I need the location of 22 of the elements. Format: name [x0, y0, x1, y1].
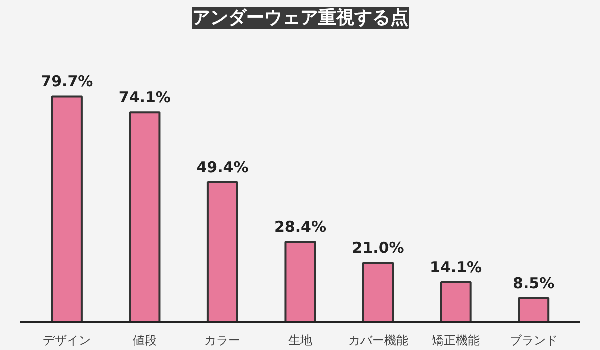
- x-tick-label: デザイン: [43, 334, 92, 348]
- bar: [129, 112, 161, 322]
- x-tick-label: ブランド: [510, 334, 558, 348]
- x-tick-label: 生地: [288, 334, 312, 348]
- data-label: 79.7%: [41, 72, 94, 91]
- bar: [518, 297, 550, 322]
- data-label: 8.5%: [513, 274, 555, 292]
- bar: [206, 182, 238, 322]
- bar: [440, 282, 472, 322]
- x-tick-label: 矯正機能: [432, 334, 480, 348]
- bar: [51, 96, 83, 322]
- x-tick-label: カラー: [204, 334, 241, 348]
- chart-title: アンダーウェア重視する点: [192, 8, 408, 28]
- data-label: 14.1%: [430, 258, 482, 277]
- data-label: 74.1%: [118, 88, 171, 107]
- data-label: 21.0%: [352, 239, 404, 258]
- x-tick-label: カバー機能: [348, 334, 408, 348]
- data-label: 28.4%: [274, 218, 327, 236]
- bar: [284, 241, 316, 322]
- data-label: 49.4%: [196, 158, 249, 177]
- bar: [362, 262, 394, 322]
- x-tick-label: 値段: [132, 334, 157, 348]
